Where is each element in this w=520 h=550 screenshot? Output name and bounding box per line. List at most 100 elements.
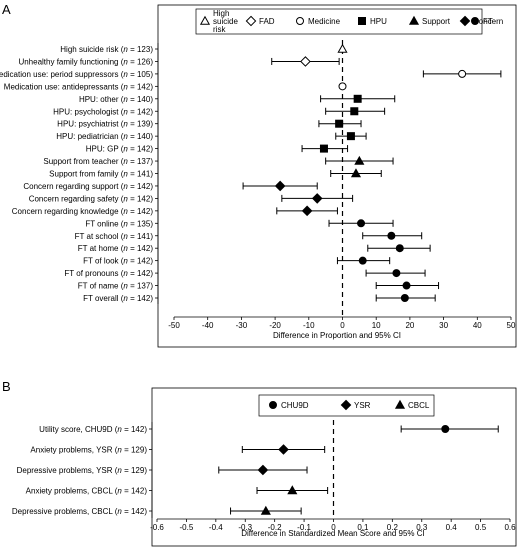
row-label: HPU: psychologist (n = 142)	[53, 107, 153, 116]
x-tick-label: 0.4	[446, 523, 458, 532]
legend-label: FAD	[259, 17, 275, 26]
row-anxiety-problems-cbcl: Anxiety problems, CBCL (n = 142)	[26, 485, 329, 496]
row-anxiety-problems-ysr: Anxiety problems, YSR (n = 129)	[30, 444, 326, 455]
point-estimate-marker	[338, 82, 347, 91]
point-estimate-marker	[301, 205, 313, 217]
x-tick-label: -10	[303, 321, 315, 330]
row-ft-of-pronouns: FT of pronouns (n = 142)	[64, 269, 426, 278]
legend-marker	[394, 399, 406, 409]
point-estimate-marker	[346, 132, 355, 141]
row-label: Anxiety problems, CBCL (n = 142)	[26, 487, 148, 496]
point-estimate-marker	[300, 56, 311, 67]
x-tick-label: 10	[372, 321, 381, 330]
row-label: FT overall (n = 142)	[83, 294, 153, 303]
point-estimate-marker	[358, 256, 367, 265]
x-tick-label: 30	[439, 321, 448, 330]
legend-item-support: Support	[408, 15, 451, 26]
panel-a-x-axis-title: Difference in Proportion and 95% CI	[273, 331, 401, 340]
row-label: Anxiety problems, YSR (n = 129)	[30, 446, 147, 455]
row-depressive-problems-cbcl: Depressive problems, CBCL (n = 142)	[12, 505, 302, 516]
row-label: FT of pronouns (n = 142)	[64, 269, 153, 278]
legend-label: Concern	[473, 17, 503, 26]
x-tick-label: 0	[340, 321, 345, 330]
panel-a-legend: High suicide risk FAD Medicine HPU Support Conc…	[199, 9, 503, 34]
point-estimate-marker	[402, 281, 411, 290]
row-label: Concern regarding knowledge (n = 142)	[12, 207, 154, 216]
x-tick-label: 40	[473, 321, 482, 330]
legend-label: CBCL	[408, 401, 430, 410]
row-hpu-pediatrician: HPU: pediatrician (n = 140)	[56, 132, 367, 141]
row-hpu-psychologist: HPU: psychologist (n = 142)	[53, 107, 386, 116]
row-depressive-problems-ysr: Depressive problems, YSR (n = 129)	[17, 464, 308, 476]
legend-marker	[471, 17, 479, 25]
legend-label: Support	[422, 17, 451, 26]
legend-item-cbcl: CBCL	[394, 399, 430, 410]
legend-marker	[199, 15, 211, 25]
point-estimate-marker	[395, 244, 404, 253]
x-tick-label: -0.3	[238, 523, 252, 532]
row-hpu-other: HPU: other (n = 140)	[79, 94, 396, 104]
point-estimate-marker	[257, 464, 269, 476]
legend-marker	[459, 15, 471, 27]
x-tick-label: -30	[236, 321, 248, 330]
legend-marker	[340, 399, 352, 411]
point-estimate-marker	[337, 43, 348, 53]
row-label: HPU: other (n = 140)	[79, 95, 153, 104]
point-estimate-marker	[350, 107, 359, 116]
point-estimate-marker	[287, 485, 298, 495]
point-estimate-marker	[335, 119, 344, 128]
row-label: Unhealthy family functioning (n = 126)	[18, 57, 153, 66]
row-label: HPU: GP (n = 142)	[86, 145, 154, 154]
row-label: Concern regarding support (n = 142)	[23, 182, 153, 191]
row-concern-regarding-knowledge: Concern regarding knowledge (n = 142)	[12, 205, 338, 217]
point-estimate-marker	[354, 155, 365, 165]
x-tick-label: 0.2	[387, 523, 399, 532]
panel-a-marks: -50 -40 -30 -20 -10 0 10 20 30 40 50 High suicide r…	[0, 40, 516, 330]
row-label: FT of look (n = 142)	[83, 257, 153, 266]
legend-item-ysr: YSR	[340, 399, 371, 411]
legend-label: YSR	[354, 401, 371, 410]
x-tick-label: -20	[269, 321, 281, 330]
row-ft-overall: FT overall (n = 142)	[83, 294, 436, 303]
point-estimate-marker	[319, 144, 328, 153]
legend-item-high-suicide-risk: High suicide risk	[199, 9, 238, 34]
legend-item-medicine: Medicine	[296, 17, 341, 26]
row-unhealthy-family-functioning: Unhealthy family functioning (n = 126)	[18, 56, 340, 67]
point-estimate-marker	[441, 425, 450, 433]
legend-label: Medicine	[308, 17, 341, 26]
legend-item-ft: FT	[471, 17, 493, 26]
legend-item-fad: FAD	[245, 15, 275, 27]
x-tick-label: -0.2	[268, 523, 282, 532]
x-tick-label: -40	[202, 321, 214, 330]
panel-a-legend-box	[195, 8, 483, 35]
row-ft-at-school: FT at school (n = 141)	[75, 231, 423, 241]
legend-item-hpu: HPU	[358, 17, 387, 26]
x-tick-label: 0	[331, 523, 336, 532]
legend-marker	[358, 17, 366, 25]
row-ft-online: FT online (n = 135)	[85, 219, 394, 228]
row-support-from-family: Support from family (n = 141)	[49, 168, 382, 179]
legend-label: FT	[483, 17, 493, 26]
point-estimate-marker	[392, 269, 401, 278]
point-estimate-marker	[311, 193, 323, 204]
row-hpu-gp: HPU: GP (n = 142)	[86, 144, 349, 154]
row-label: Support from teacher (n = 137)	[43, 157, 153, 166]
row-medication-use-period-suppressors: Medication use: period suppressors (n = …	[0, 69, 502, 79]
row-label: Concern regarding safety (n = 142)	[29, 194, 154, 203]
row-support-from-teacher: Support from teacher (n = 137)	[43, 155, 394, 166]
point-estimate-marker	[260, 505, 271, 515]
point-estimate-marker	[458, 69, 467, 78]
panel-b-legend: CHU9D YSR CBCL	[269, 399, 430, 411]
point-estimate-marker	[278, 444, 289, 455]
row-high-suicide-risk: High suicide risk (n = 123)	[60, 43, 348, 54]
x-tick-label: -0.5	[180, 523, 194, 532]
point-estimate-marker	[357, 219, 366, 228]
legend-label: HPU	[370, 17, 387, 26]
x-tick-label: 0.3	[416, 523, 428, 532]
row-label: Medication use: period suppressors (n = …	[0, 70, 153, 79]
row-label: FT at school (n = 141)	[75, 232, 154, 241]
panel-b-legend-box	[258, 394, 435, 417]
legend-marker	[269, 401, 277, 409]
row-ft-at-home: FT at home (n = 142)	[78, 244, 431, 253]
